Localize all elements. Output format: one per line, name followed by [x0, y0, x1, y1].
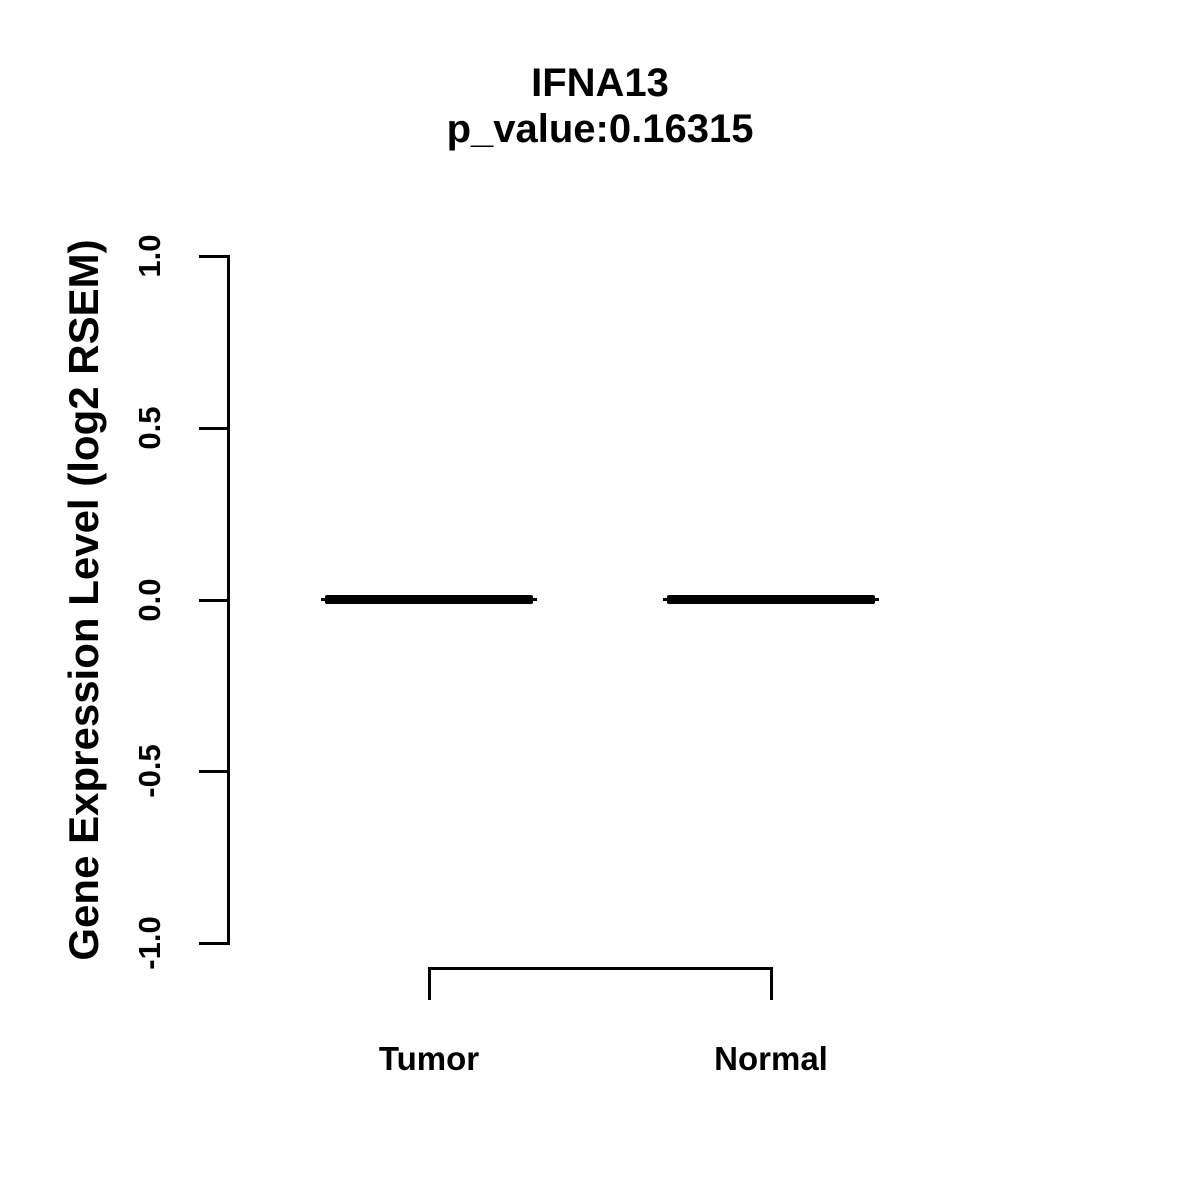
x-axis-label-normal: Normal — [714, 1040, 828, 1077]
normal-median-line — [667, 595, 875, 604]
x-axis-label-tumor: Tumor — [378, 1040, 480, 1077]
chart-subtitle: p_value:0.16315 — [446, 107, 754, 151]
y-axis-tick-label: -1.0 — [132, 916, 167, 970]
y-axis-title: Gene Expression Level (log2 RSEM) — [60, 239, 107, 961]
y-axis-tick-label: 1.0 — [132, 234, 167, 278]
y-axis-tick — [199, 598, 227, 602]
y-axis-tick-label: -0.5 — [132, 744, 167, 798]
tumor-median-line — [325, 595, 533, 604]
comparison-bracket-top — [428, 967, 772, 970]
y-axis-tick — [199, 426, 227, 430]
y-axis-tick — [199, 770, 227, 774]
y-axis-tick-label: 0.5 — [132, 406, 167, 450]
chart-title: IFNA13 — [531, 61, 669, 105]
chart-title-block: IFNA13 p_value:0.16315 — [230, 60, 970, 152]
comparison-bracket-leg-right — [770, 967, 773, 1000]
comparison-bracket-leg-left — [428, 967, 431, 1000]
y-axis-tick — [199, 255, 227, 258]
y-axis-line — [227, 255, 230, 945]
y-axis-tick — [199, 942, 227, 945]
y-axis-tick-label: 0.0 — [132, 577, 167, 622]
